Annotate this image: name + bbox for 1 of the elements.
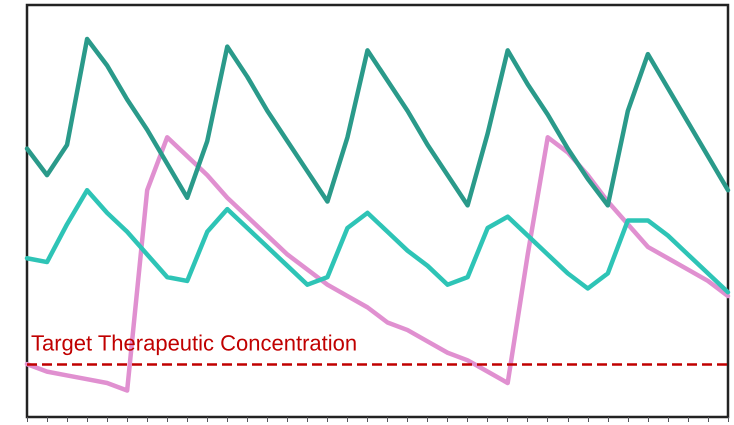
ref-line-label: Target Therapeutic Concentration [31,330,358,356]
